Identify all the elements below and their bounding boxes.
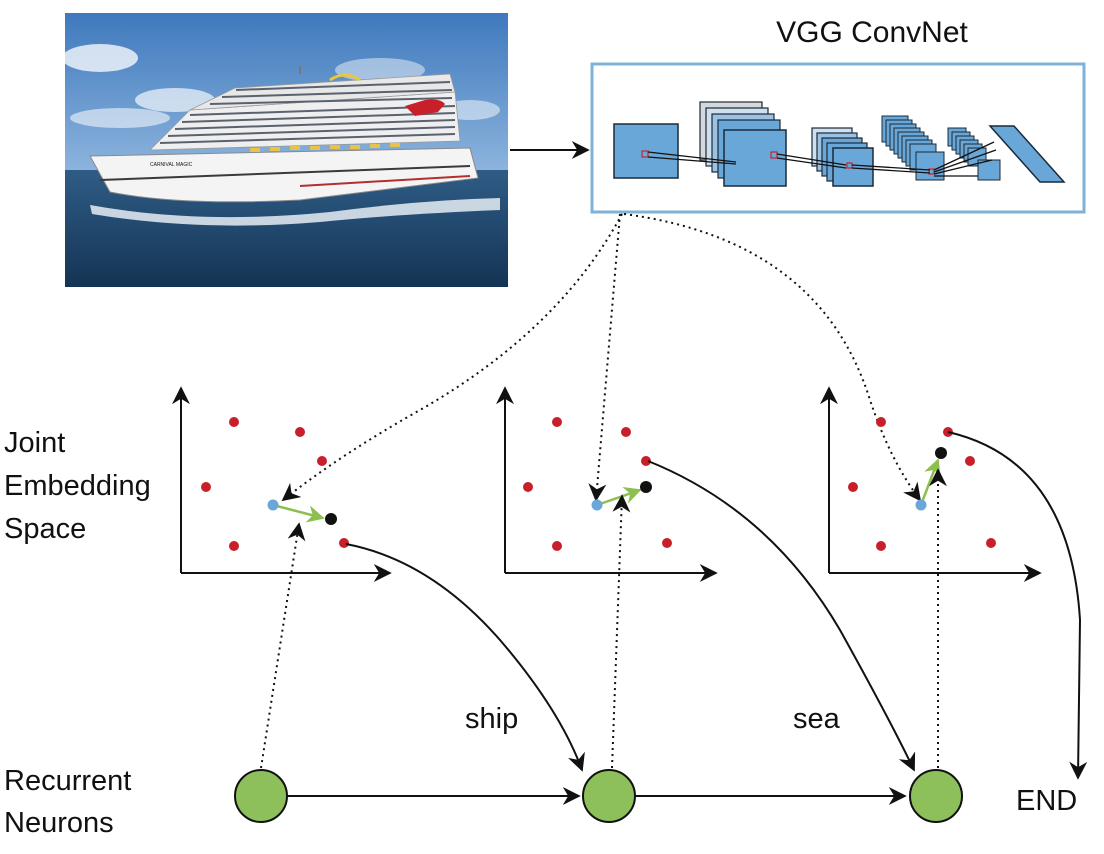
neuron-to-embedding-1: [260, 522, 306, 769]
embedding-plot-3: [820, 386, 1042, 582]
query-point: [267, 499, 279, 511]
predicted-point: [640, 481, 652, 493]
input-photo: CARNIVAL MAGIC: [62, 13, 508, 287]
word-arrow-end: [947, 431, 1088, 780]
svg-text:Embedding: Embedding: [4, 470, 151, 502]
word-arrow-sea: [647, 460, 916, 772]
ship-hull: [89, 147, 479, 203]
feature-arrow-2: [588, 213, 621, 502]
query-point: [915, 499, 927, 511]
hull-text: CARNIVAL MAGIC: [150, 162, 193, 168]
svg-text:Space: Space: [4, 513, 86, 545]
word-ship: ship: [465, 703, 518, 735]
word-sea: sea: [793, 703, 841, 735]
word-end: END: [1016, 785, 1077, 817]
neuron-3: [909, 769, 963, 823]
neuron-2: [582, 769, 636, 823]
recurrent-neurons: [234, 769, 963, 823]
predicted-point: [935, 447, 947, 459]
embedding-plot-1: [172, 386, 392, 582]
recurrent-neurons-label: Recurrent Neurons: [4, 765, 131, 839]
word-arrow-ship: [345, 543, 585, 772]
neuron-to-embedding-2: [611, 494, 631, 769]
ship-funnel: [405, 99, 445, 116]
svg-text:Joint: Joint: [4, 427, 65, 459]
query-point: [591, 499, 603, 511]
svg-text:Recurrent: Recurrent: [4, 765, 131, 797]
convnet-title: VGG ConvNet: [776, 16, 968, 49]
joint-embedding-label: Joint Embedding Space: [4, 427, 151, 545]
svg-text:Neurons: Neurons: [4, 807, 114, 839]
convnet-box: [590, 62, 1086, 214]
feature-arrow-3: [623, 213, 922, 502]
predicted-point: [325, 513, 337, 525]
embedding-plot-2: [496, 386, 718, 582]
feature-arrow-1: [281, 213, 623, 502]
neuron-1: [234, 769, 288, 823]
